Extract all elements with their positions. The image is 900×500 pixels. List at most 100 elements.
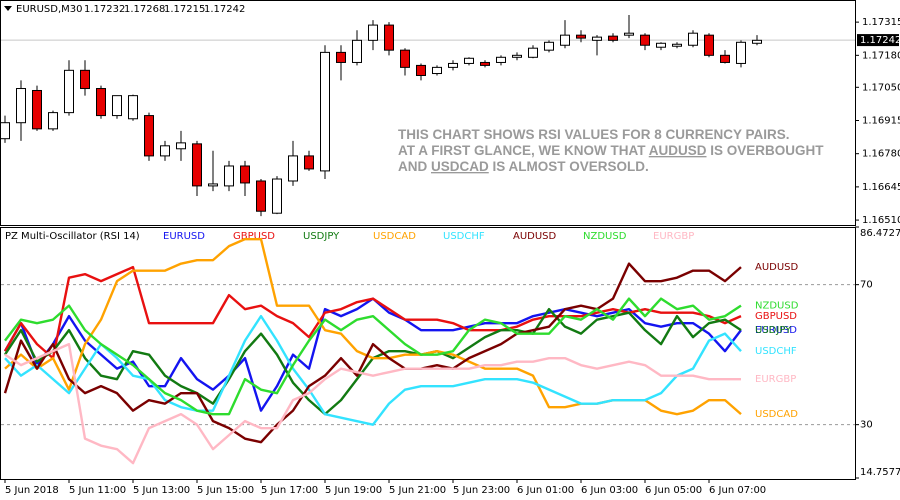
candle-body	[736, 41, 746, 64]
price-box	[857, 34, 899, 47]
candle-body	[416, 64, 426, 76]
candle-body	[128, 95, 138, 120]
y-tick-label: 1.16645	[862, 182, 900, 193]
series-end-label: AUDUSD	[755, 262, 799, 273]
candle-body	[80, 69, 90, 90]
candle-body	[480, 61, 490, 66]
candle-body	[144, 115, 154, 157]
x-tick-label: 5 Jun 17:00	[261, 485, 318, 496]
candle-body	[320, 51, 330, 172]
annotation-segment: IS ALMOST OVERSOLD.	[489, 159, 649, 174]
candle-body	[112, 95, 122, 117]
series-end-label: NZDUSD	[755, 301, 799, 312]
candle-body	[704, 34, 714, 56]
quote-value: 1.17268	[124, 4, 165, 15]
legend-entry: EURGBP	[653, 231, 694, 242]
candle-body	[208, 183, 218, 187]
candle-body	[448, 62, 458, 68]
y-tick-label: 70	[860, 280, 873, 291]
symbol-title: EURUSD,M30	[16, 4, 82, 15]
candle-body	[32, 89, 42, 130]
menu-triangle	[4, 6, 12, 11]
candle-body	[176, 142, 186, 150]
x-tick-label: 5 Jun 13:00	[133, 485, 190, 496]
price-panel-frame	[0, 0, 856, 226]
rsi-line	[4, 297, 742, 416]
candle-body	[288, 155, 298, 182]
candle-body	[256, 180, 266, 212]
x-tick-label: 5 Jun 15:00	[197, 485, 254, 496]
y-tick-label: 1.17315	[862, 17, 900, 28]
legend-entry: USDCHF	[443, 231, 485, 242]
x-tick-label: 5 Jun 23:00	[453, 485, 510, 496]
series-end-label: USDCAD	[755, 409, 798, 420]
y-tick-label: 30	[860, 420, 873, 431]
x-tick-label: 6 Jun 03:00	[581, 485, 638, 496]
rsi-panel-frame	[0, 227, 856, 480]
rsi-line	[3, 265, 742, 360]
candle-body	[720, 54, 730, 63]
annotation-segment: IS OVERBOUGHT	[707, 143, 825, 158]
annotation-segment: THIS CHART SHOWS RSI VALUES FOR 8 CURREN…	[398, 127, 790, 142]
legend-entry: NZDUSD	[583, 231, 627, 242]
candle-body	[400, 49, 410, 68]
series-end-label: USDCHF	[755, 346, 797, 357]
x-tick-label: 5 Jun 2018	[5, 485, 59, 496]
candle-body	[544, 41, 554, 51]
candle-body	[688, 32, 698, 46]
candle-body	[560, 34, 570, 46]
quote-value: 1.17232	[84, 4, 125, 15]
candle-body	[48, 112, 58, 130]
legend-entry: USDJPY	[303, 231, 340, 242]
x-tick-label: 6 Jun 05:00	[645, 485, 702, 496]
series-end-label: EURUSD	[755, 325, 797, 336]
annotation: THIS CHART SHOWS RSI VALUES FOR 8 CURREN…	[398, 127, 790, 142]
series-end-label: USDJPY	[755, 325, 792, 336]
candle-body	[368, 24, 378, 41]
candle-body	[640, 34, 650, 46]
current-price-label: 1.17242	[860, 35, 900, 46]
legend-entry: GBPUSD	[233, 231, 275, 242]
series-end-label: GBPUSD	[755, 311, 797, 322]
y-tick-label: 1.17180	[862, 50, 900, 61]
candle-body	[672, 43, 682, 47]
annotation: AND USDCAD IS ALMOST OVERSOLD.	[398, 159, 649, 174]
series-end-label: EURGBP	[755, 374, 796, 385]
x-tick-label: 6 Jun 01:00	[517, 485, 574, 496]
legend-entry: USDCAD	[373, 231, 416, 242]
y-tick-label: 1.16780	[862, 149, 900, 160]
x-tick-label: 5 Jun 21:00	[389, 485, 446, 496]
quote-value: 1.17215	[164, 4, 205, 15]
candle-body	[512, 54, 522, 58]
candle-body	[464, 57, 474, 64]
candle-body	[656, 42, 666, 48]
candle-body	[224, 165, 234, 187]
candle-body	[192, 143, 202, 187]
candle-body	[272, 178, 282, 214]
y-tick-label: 1.16510	[862, 215, 900, 226]
candle-body	[528, 47, 538, 58]
legend-entry: EURUSD	[163, 231, 205, 242]
annotation-segment: AND	[398, 159, 431, 174]
rsi-line	[4, 342, 741, 465]
x-tick-label: 5 Jun 19:00	[325, 485, 382, 496]
candle-body	[576, 34, 586, 39]
candle-body	[608, 35, 618, 41]
annotation: AT A FIRST GLANCE, WE KNOW THAT AUDUSD I…	[398, 143, 824, 158]
annotation-segment: AUDUSD	[649, 143, 707, 158]
candle-body	[64, 69, 74, 114]
y-tick-label: 1.16915	[862, 115, 900, 126]
y-tick-label: 1.17050	[862, 82, 900, 93]
indicator-title: PZ Multi-Oscillator (RSI 14)	[5, 231, 140, 242]
candle-body	[160, 145, 170, 157]
candle-body	[496, 56, 506, 63]
y-tick-label: 14.7577	[860, 467, 900, 478]
x-tick-label: 6 Jun 07:00	[709, 485, 766, 496]
candle-body	[16, 88, 26, 124]
rsi-line	[3, 262, 742, 444]
annotation-segment: AT A FIRST GLANCE, WE KNOW THAT	[398, 143, 649, 158]
annotation-segment: USDCAD	[431, 159, 489, 174]
candle-body	[752, 39, 762, 44]
